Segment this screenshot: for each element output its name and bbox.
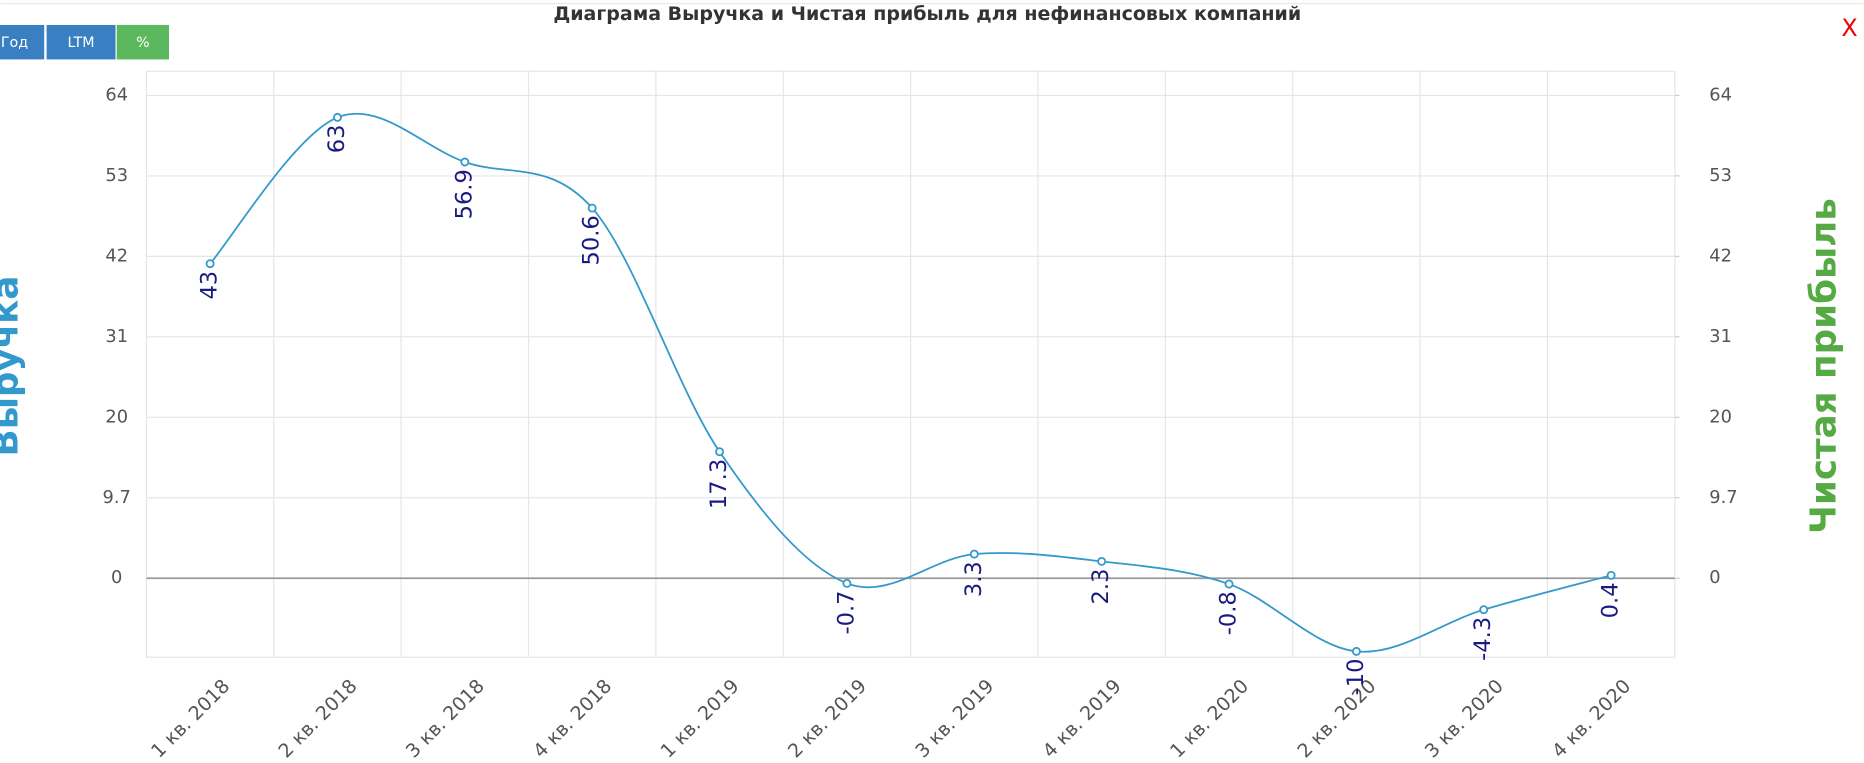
data-label: 63	[324, 125, 350, 154]
x-tick-label: 4 кв. 2020	[1548, 675, 1635, 762]
x-tick-label: 1 кв. 2020	[1166, 675, 1253, 762]
y-tick-label: 9.7	[103, 487, 131, 508]
y-tick-label: 64	[105, 84, 128, 105]
y2-tick-label: 64	[1709, 84, 1732, 105]
point	[1097, 556, 1107, 566]
y-tick-label: 31	[105, 326, 128, 347]
y-tick-label: 42	[105, 245, 128, 266]
button-ltm[interactable]	[46, 24, 116, 60]
button-year[interactable]	[0, 24, 45, 60]
point	[1606, 570, 1616, 580]
data-label: 3.3	[961, 561, 987, 597]
button-label[interactable]: %	[136, 35, 150, 51]
x-tick-label: 3 кв. 2020	[1421, 675, 1508, 762]
y2-axis-title: Чистая прибыль	[1804, 198, 1845, 534]
y2-tick-label: 0	[1709, 567, 1720, 588]
y2-tick-label: 42	[1709, 245, 1732, 266]
data-label: 50.6	[579, 215, 605, 265]
data-label: 56.9	[451, 169, 477, 219]
y2-tick-label: 31	[1709, 326, 1732, 347]
point	[1351, 646, 1361, 656]
x-tick-label: 1 кв. 2019	[656, 675, 743, 762]
button-percent[interactable]	[116, 24, 169, 60]
y-tick-label: 20	[105, 406, 128, 427]
data-label: -0.7	[833, 590, 859, 634]
point	[1224, 579, 1234, 589]
data-label: 0.4	[1598, 582, 1624, 618]
x-tick-label: 4 кв. 2019	[1039, 675, 1126, 762]
point	[715, 447, 725, 457]
button-label[interactable]: Год	[1, 35, 28, 51]
buttons: Год LTM %	[0, 24, 169, 60]
point	[333, 112, 342, 122]
y2-tick-label: 53	[1709, 165, 1732, 186]
close-button[interactable]: X	[1841, 14, 1857, 42]
chart-title: Диаграма Выручка и Чистая прибыль для не…	[553, 3, 1301, 25]
point	[205, 259, 215, 269]
x-tick-label: 1 кв. 2018	[147, 675, 234, 762]
x-tick-label: 2 кв. 2018	[274, 675, 361, 762]
y-tick-label: 53	[105, 165, 128, 186]
data-label: 43	[197, 271, 223, 300]
point	[587, 203, 597, 213]
y2-tick-label: 9.7	[1709, 487, 1737, 508]
button-label[interactable]: LTM	[68, 35, 95, 51]
point	[842, 578, 852, 588]
data-label: 17.3	[706, 459, 732, 509]
x-tick-label: 3 кв. 2019	[911, 675, 998, 762]
point	[460, 157, 470, 167]
data-label: -0.8	[1216, 591, 1242, 635]
point	[969, 549, 979, 559]
x-tick-label: 3 кв. 2018	[402, 675, 489, 762]
y-axis-title: Выручка	[0, 276, 26, 457]
data-label: -10	[1343, 659, 1369, 696]
x-tick-label: 2 кв. 2019	[784, 675, 871, 762]
data-label: 2.3	[1088, 569, 1114, 605]
y2-tick-label: 20	[1709, 406, 1732, 427]
y-tick-label: 0	[111, 567, 122, 588]
point	[1479, 605, 1489, 615]
x-tick-label: 4 кв. 2018	[529, 675, 616, 762]
data-label: -4.3	[1470, 617, 1496, 661]
